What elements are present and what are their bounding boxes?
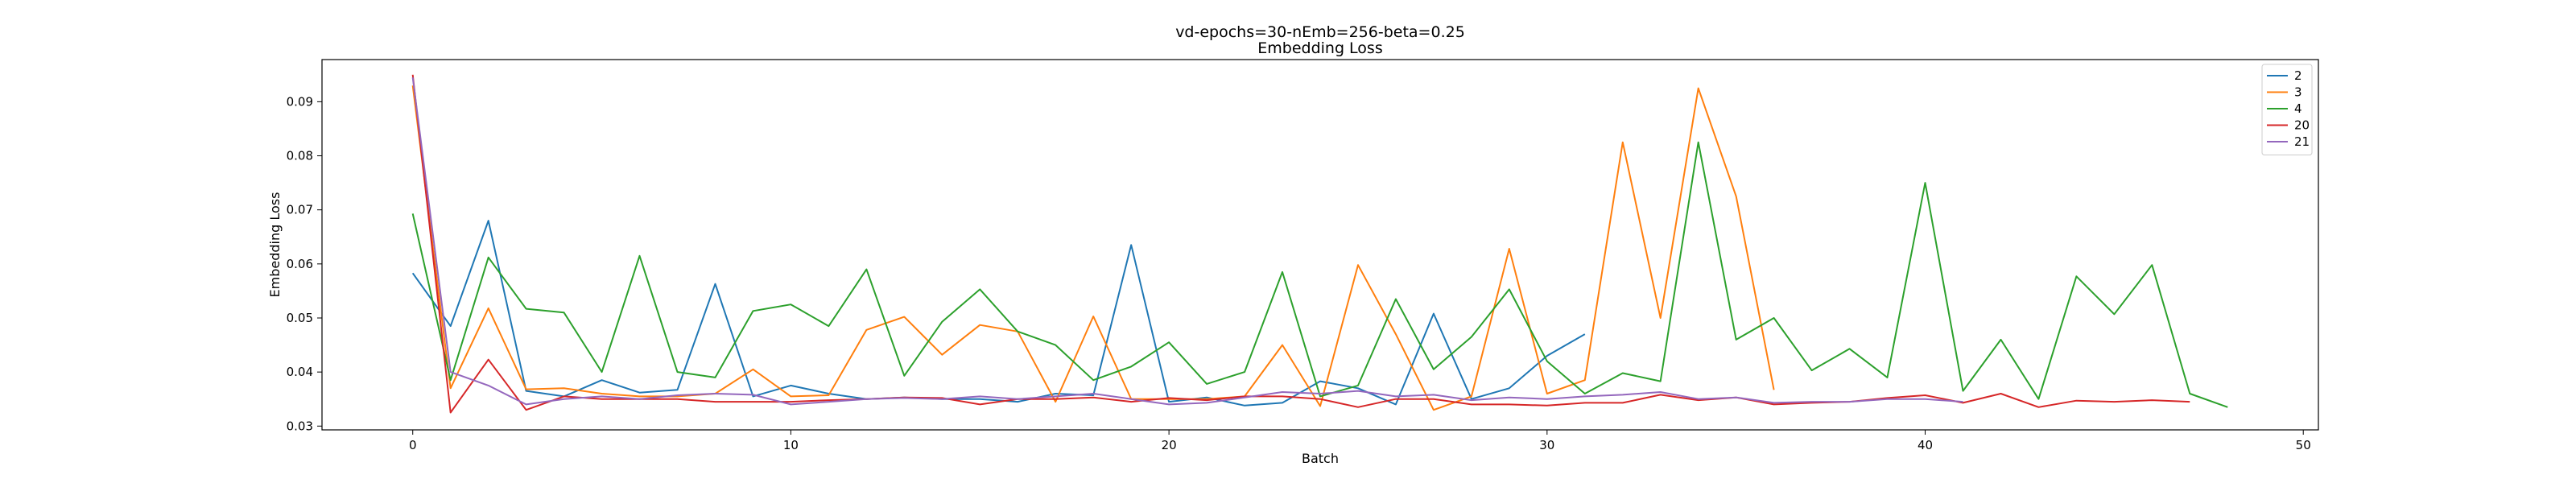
- legend-label: 3: [2294, 85, 2302, 100]
- y-tick-label: 0.04: [287, 365, 313, 379]
- plot-series: [411, 74, 2228, 414]
- y-tick-label: 0.03: [287, 419, 313, 433]
- legend-label: 2: [2294, 68, 2302, 83]
- x-tick-label: 0: [409, 438, 417, 452]
- x-axis: 0 10 20 30 40 50: [409, 430, 2311, 452]
- series-line-4: [411, 141, 2228, 408]
- y-tick-label: 0.07: [287, 203, 313, 217]
- y-tick-label: 0.05: [287, 311, 313, 325]
- legend-label: 20: [2294, 118, 2310, 133]
- y-axis: 0.03 0.04 0.05 0.06 0.07 0.08 0.09: [287, 94, 322, 433]
- y-tick-label: 0.06: [287, 257, 313, 271]
- legend-label: 21: [2294, 134, 2310, 149]
- y-tick-label: 0.09: [287, 94, 313, 109]
- x-tick-label: 50: [2296, 438, 2311, 452]
- x-tick-label: 20: [1162, 438, 1177, 452]
- x-tick-label: 40: [1918, 438, 1933, 452]
- series-line-21: [411, 77, 1963, 406]
- x-tick-label: 10: [783, 438, 799, 452]
- chart-subtitle: Embedding Loss: [1257, 39, 1382, 57]
- x-tick-label: 30: [1539, 438, 1554, 452]
- y-axis-label: Embedding Loss: [267, 192, 283, 298]
- legend-label: 4: [2294, 101, 2302, 116]
- y-tick-label: 0.08: [287, 149, 313, 163]
- series-line-2: [411, 220, 1586, 407]
- legend-box: [2261, 64, 2313, 155]
- x-axis-label: Batch: [1302, 451, 1339, 466]
- series-line-20: [411, 74, 2190, 414]
- plot-frame: [321, 59, 2319, 431]
- series-line-3: [411, 85, 1775, 411]
- chart-title: vd-epochs=30-nEmb=256-beta=0.25: [1175, 23, 1465, 41]
